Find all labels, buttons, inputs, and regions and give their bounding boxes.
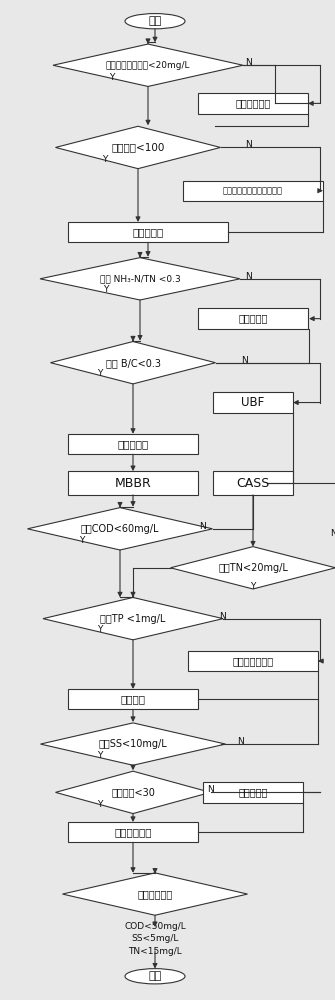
- FancyBboxPatch shape: [213, 392, 293, 413]
- Text: 监测SS<10mg/L: 监测SS<10mg/L: [98, 739, 168, 749]
- FancyBboxPatch shape: [68, 471, 198, 495]
- Text: Y: Y: [79, 536, 85, 545]
- Polygon shape: [56, 771, 210, 814]
- Polygon shape: [63, 873, 248, 915]
- Text: N: N: [199, 522, 205, 531]
- FancyBboxPatch shape: [68, 222, 228, 242]
- Text: 水解酸化池: 水解酸化池: [117, 439, 149, 449]
- Text: 结束: 结束: [148, 971, 161, 981]
- Text: Y: Y: [250, 582, 256, 591]
- Text: 臭氧氧化塔: 臭氧氧化塔: [132, 227, 163, 237]
- Text: N: N: [245, 272, 251, 281]
- Text: 氨氮吹脱塔: 氨氮吹脱塔: [238, 314, 268, 324]
- FancyBboxPatch shape: [213, 471, 293, 495]
- Text: UBF: UBF: [242, 396, 265, 409]
- FancyBboxPatch shape: [183, 181, 323, 201]
- Text: N: N: [242, 356, 248, 365]
- Polygon shape: [41, 723, 225, 765]
- Ellipse shape: [125, 969, 185, 984]
- FancyBboxPatch shape: [68, 434, 198, 454]
- Text: N: N: [237, 737, 243, 746]
- Text: MBBR: MBBR: [115, 477, 151, 490]
- Text: 微絮凝纤维过滤: 微絮凝纤维过滤: [232, 656, 274, 666]
- Text: 监测COD<60mg/L: 监测COD<60mg/L: [81, 524, 159, 534]
- Text: 活性炭吸附: 活性炭吸附: [238, 787, 268, 797]
- Text: 监测出水指标: 监测出水指标: [137, 889, 173, 899]
- Text: 监测进水动植物油<20mg/L: 监测进水动植物油<20mg/L: [106, 61, 190, 70]
- FancyBboxPatch shape: [203, 782, 303, 803]
- Text: 监测 B/C<0.3: 监测 B/C<0.3: [106, 358, 160, 368]
- FancyBboxPatch shape: [68, 689, 198, 709]
- Text: Y: Y: [97, 751, 103, 760]
- Polygon shape: [40, 258, 240, 300]
- FancyBboxPatch shape: [68, 822, 198, 842]
- FancyBboxPatch shape: [198, 308, 308, 329]
- Polygon shape: [27, 508, 212, 550]
- Ellipse shape: [125, 14, 185, 29]
- Text: 滤布滤池: 滤布滤池: [121, 694, 145, 704]
- Text: N: N: [330, 529, 335, 538]
- Text: COD<50mg/L
SS<5mg/L
TN<15mg/L: COD<50mg/L SS<5mg/L TN<15mg/L: [124, 922, 186, 956]
- Text: Y: Y: [103, 285, 109, 294]
- Text: 监测色度<100: 监测色度<100: [111, 142, 165, 152]
- Text: N: N: [219, 612, 225, 621]
- FancyBboxPatch shape: [198, 93, 308, 114]
- Text: 二氧化氯消毒: 二氧化氯消毒: [114, 827, 152, 837]
- Polygon shape: [51, 342, 215, 384]
- Polygon shape: [43, 597, 223, 640]
- Polygon shape: [56, 126, 220, 169]
- Text: N: N: [245, 140, 251, 149]
- Text: Y: Y: [97, 369, 103, 378]
- Text: 铁碳微电解－芬顿催化氧化: 铁碳微电解－芬顿催化氧化: [223, 186, 283, 195]
- Text: CASS: CASS: [237, 477, 270, 490]
- Text: Y: Y: [102, 155, 108, 164]
- Text: Y: Y: [97, 800, 103, 809]
- Text: Y: Y: [97, 625, 103, 634]
- Text: N: N: [207, 785, 213, 794]
- Text: 监测TN<20mg/L: 监测TN<20mg/L: [218, 563, 288, 573]
- Polygon shape: [53, 44, 243, 86]
- FancyBboxPatch shape: [188, 651, 318, 671]
- Text: N: N: [245, 58, 251, 67]
- Text: 监测色度<30: 监测色度<30: [111, 787, 155, 797]
- Text: 浅层离子气浮: 浅层离子气浮: [236, 98, 271, 108]
- Text: Y: Y: [109, 73, 115, 82]
- Text: 开始: 开始: [148, 16, 161, 26]
- Text: 监测TP <1mg/L: 监测TP <1mg/L: [100, 614, 166, 624]
- Polygon shape: [171, 547, 335, 589]
- Text: 监测 NH₃-N/TN <0.3: 监测 NH₃-N/TN <0.3: [99, 274, 180, 283]
